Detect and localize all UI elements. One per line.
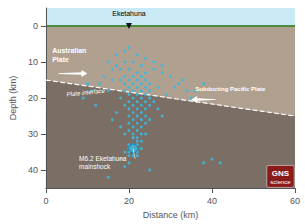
svg-text:40: 40	[28, 165, 38, 175]
svg-text:Distance (km): Distance (km)	[143, 210, 199, 220]
svg-text:Plate interface: Plate interface	[66, 88, 105, 98]
svg-text:30: 30	[28, 129, 38, 139]
svg-text:Subducting Pacific Plate: Subducting Pacific Plate	[195, 86, 266, 92]
svg-text:Australian: Australian	[52, 47, 86, 54]
svg-text:mainshock: mainshock	[79, 163, 111, 170]
svg-text:0: 0	[43, 196, 48, 206]
svg-text:20: 20	[28, 93, 38, 103]
svg-text:40: 40	[207, 196, 217, 206]
svg-text:20: 20	[124, 196, 134, 206]
svg-text:M6.2 Eketahuna: M6.2 Eketahuna	[79, 155, 127, 162]
svg-text:0: 0	[33, 21, 38, 31]
svg-text:Eketahuna: Eketahuna	[112, 10, 146, 17]
svg-text:60: 60	[290, 196, 300, 206]
svg-text:GNS: GNS	[272, 169, 290, 178]
svg-text:10: 10	[28, 57, 38, 67]
svg-text:Depth (km): Depth (km)	[8, 76, 18, 121]
svg-text:science: science	[270, 179, 291, 185]
svg-text:Plate: Plate	[52, 56, 69, 63]
